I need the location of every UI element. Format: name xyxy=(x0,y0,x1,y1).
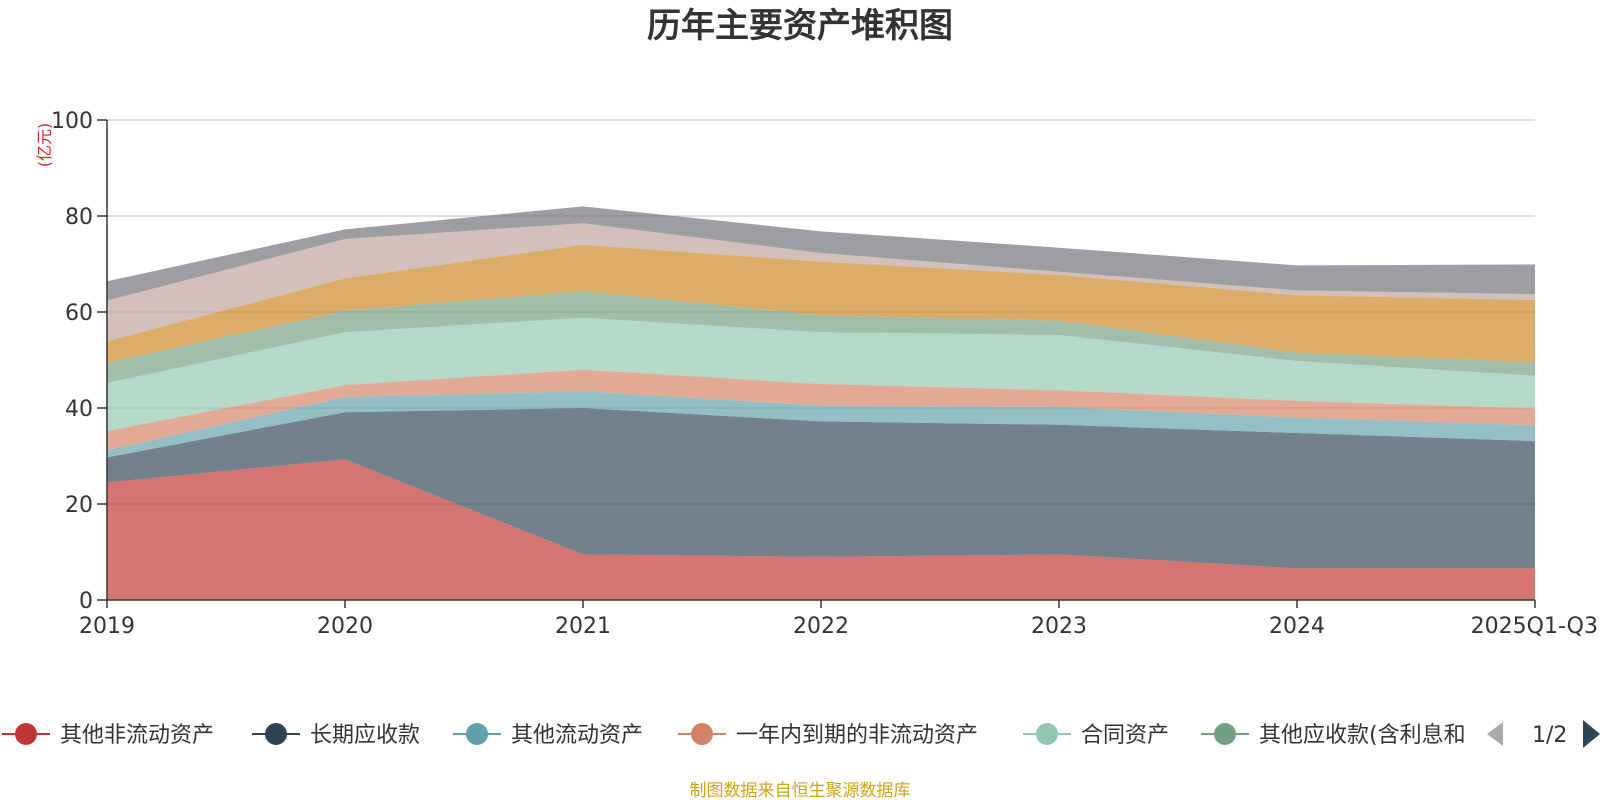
legend-marker-2 xyxy=(466,723,488,745)
area-series-5 xyxy=(107,291,1535,383)
legend-marker-4 xyxy=(1036,723,1058,745)
y-tick-label-20: 20 xyxy=(65,493,93,518)
legend-label-3: 一年内到期的非流动资产 xyxy=(736,723,978,748)
area-series-2 xyxy=(107,391,1535,458)
area-series-3 xyxy=(107,369,1535,451)
y-tick-label-80: 80 xyxy=(65,205,93,230)
area-series xyxy=(107,206,1535,600)
y-axis-unit-label: (亿元) xyxy=(35,123,54,168)
legend-label-1: 长期应收款 xyxy=(310,723,420,748)
legend-next-page-icon[interactable] xyxy=(1583,720,1600,748)
x-tick-label-2025Q1-Q3: 2025Q1-Q3 xyxy=(1471,614,1598,639)
legend-item-5[interactable]: 其他应收款(含利息和 xyxy=(1201,723,1466,748)
legend-page-indicator: 1/2 xyxy=(1532,723,1567,748)
x-tick-label-2020: 2020 xyxy=(317,614,373,639)
legend-label-5: 其他应收款(含利息和 xyxy=(1259,723,1466,748)
chart-title: 历年主要资产堆积图 xyxy=(647,6,953,46)
area-series-8 xyxy=(107,206,1535,301)
legend-marker-0 xyxy=(15,723,37,745)
legend-item-3[interactable]: 一年内到期的非流动资产 xyxy=(678,723,978,748)
axes: 0 20 40 60 80 100 2019 2020 2021 2022 2023 2024 2025… xyxy=(51,109,1598,639)
legend-label-0: 其他非流动资产 xyxy=(60,723,214,748)
x-tick-label-2023: 2023 xyxy=(1031,614,1087,639)
y-tick-label-40: 40 xyxy=(65,397,93,422)
x-tick-label-2021: 2021 xyxy=(555,614,611,639)
x-tick-label-2024: 2024 xyxy=(1269,614,1325,639)
y-tick-label-60: 60 xyxy=(65,301,93,326)
area-series-6 xyxy=(107,244,1535,363)
x-tick-label-2022: 2022 xyxy=(793,614,849,639)
legend: 其他非流动资产 长期应收款 其他流动资产 一年内到期的非流动资产 合同资产 其他应收款(含… xyxy=(2,720,1600,748)
area-series-1 xyxy=(107,408,1535,569)
x-tick-label-2019: 2019 xyxy=(79,614,135,639)
legend-item-4[interactable]: 合同资产 xyxy=(1023,723,1169,748)
legend-prev-page-icon[interactable] xyxy=(1487,722,1503,746)
legend-item-1[interactable]: 长期应收款 xyxy=(252,723,420,748)
legend-label-4: 合同资产 xyxy=(1081,723,1169,748)
y-tick-label-100: 100 xyxy=(51,109,93,134)
area-series-7 xyxy=(107,223,1535,342)
area-series-4 xyxy=(107,317,1535,431)
source-note: 制图数据来自恒生聚源数据库 xyxy=(690,781,911,800)
legend-marker-3 xyxy=(691,723,713,745)
area-series-0 xyxy=(107,459,1535,600)
legend-marker-5 xyxy=(1214,723,1236,745)
y-tick-label-0: 0 xyxy=(79,589,93,614)
legend-item-2[interactable]: 其他流动资产 xyxy=(453,723,643,748)
legend-marker-1 xyxy=(265,723,287,745)
legend-label-2: 其他流动资产 xyxy=(511,723,643,748)
legend-item-0[interactable]: 其他非流动资产 xyxy=(2,723,214,748)
